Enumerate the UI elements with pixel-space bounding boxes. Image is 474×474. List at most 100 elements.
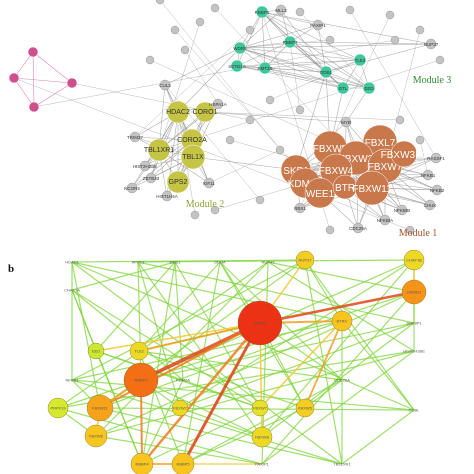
panel-a-unlabeled-node [155, 0, 165, 5]
panel-b-network: b HDAC1 APPL1 DDB1 DDHA NUP43 NUP37 CHAF1B CHAF1… [0, 250, 474, 474]
panel-a-edge [164, 47, 241, 86]
panel-b-node-fbxw2: FBXW2 [171, 399, 189, 417]
panel-a-edge [261, 11, 266, 69]
panel-a-node-label: RBBP7 [283, 40, 298, 45]
panel-a-edge [261, 11, 319, 26]
panel-a-node-label: WEE1 [306, 189, 335, 200]
panel-b-edge [95, 350, 415, 437]
panel-a-unlabeled-node [435, 55, 445, 65]
panel-a-edge [419, 139, 429, 176]
panel-a-module1-label: Module 1 [399, 228, 438, 239]
panel-b-edge [341, 409, 415, 465]
panel-b-node-label: FBXW7 [253, 406, 268, 411]
panel-b-node-shc8p1: SHC8P1 [406, 321, 422, 326]
panel-b-edge [95, 261, 176, 352]
panel-a-node-gps2: GPS2 [166, 170, 190, 194]
panel-a-edge [269, 59, 361, 101]
panel-a-edge [159, 0, 297, 171]
panel-b-node-nup43: NUP43 [262, 260, 276, 265]
panel-a-unlabeled-node [345, 5, 355, 15]
panel-b-node-label: RBBP7 [134, 378, 148, 383]
panel-a-node-label: TBL1X [182, 154, 204, 161]
panel-a-node-coro1: CORO1 [193, 101, 218, 123]
panel-a-edge [239, 47, 327, 73]
panel-a-node-tbl1x: TBL1X [180, 144, 206, 170]
panel-b-node-kdm2a: KDM2A [176, 378, 190, 383]
panel-a-node-label: FBXW4 [319, 166, 354, 177]
panel-a-node-label: NFKBIA [377, 218, 393, 223]
panel-a-node-label: CORO2A [177, 137, 207, 144]
panel-a-node-label: NCOR2 [124, 186, 140, 191]
panel-a-unlabeled-node [180, 45, 190, 55]
panel-b-edge [261, 350, 415, 465]
panel-a-node-label: ZBTB33 [143, 176, 160, 181]
panel-a-node-nfkbia: NFKBIA [377, 214, 393, 226]
panel-a-node-setd1a: SETD1A [228, 59, 246, 73]
panel-a-node-label: HIST2H2BE [133, 164, 158, 169]
panel-b-node-eed: EED [87, 342, 105, 360]
panel-b-node-fbxw8b: FBXW8 [251, 426, 273, 448]
panel-b-node-hdac1: HDAC1 [65, 260, 79, 265]
panel-b-letter: b [8, 263, 14, 275]
panel-a-edge [289, 41, 370, 89]
panel-a-node-paxip1: PAXIP1 [310, 19, 326, 31]
panel-b-node-rbbp4: RBBP4 [130, 452, 154, 474]
panel-a-node-label: BTR [335, 183, 355, 194]
panel-a-unlabeled-node [395, 115, 405, 125]
panel-a-edge [239, 47, 344, 89]
panel-a-edge [32, 51, 35, 108]
panel-a-node-mll3: MLL3 [275, 4, 287, 16]
panel-a-edge [13, 77, 73, 84]
panel-a-edge [33, 39, 396, 108]
panel-a-node-p2 [8, 72, 20, 84]
panel-a-edge [349, 9, 437, 159]
panel-b-edge [182, 261, 221, 465]
panel-a-node-label: KMT2B [257, 66, 272, 71]
panel-b-node-label: CHAF1A [64, 288, 80, 293]
panel-a-node-kmt2b: KMT2B [257, 61, 273, 75]
panel-b-edge [181, 322, 262, 465]
panel-b-node-fbxw7: FBXW7 [251, 399, 269, 417]
panel-a-node-label: DDB1 [320, 70, 333, 75]
panel-a-edge [345, 87, 370, 123]
panel-a-node-label: KIF11 [203, 181, 215, 186]
panel-a-unlabeled-node [325, 225, 335, 235]
panel-b-node-ddha: DDHA [214, 260, 226, 265]
panel-b-node-label: DDHA [214, 260, 226, 265]
panel-a-edge [236, 41, 291, 67]
panel-a-unlabeled-node [210, 205, 220, 215]
panel-a-node-label: CHUK [424, 203, 437, 208]
panel-a-node-label: EED [364, 86, 374, 91]
panel-a-node-eed: EED [362, 81, 376, 95]
panel-a-node-label: TBL1XR1 [144, 147, 174, 154]
panel-b-edge [95, 291, 415, 437]
panel-b-node-paxip1: PAXIP1 [255, 462, 269, 467]
panel-b-edge [259, 320, 343, 409]
panel-b-node-label: APPL1 [132, 260, 145, 265]
panel-a-unlabeled-node [325, 35, 335, 45]
panel-a-node-tle2: TLE2 [353, 53, 367, 67]
panel-b-edge [99, 322, 261, 409]
panel-a-unlabeled-node [145, 55, 155, 65]
panel-b-edge [71, 261, 343, 465]
panel-b-node-label: FBXW2 [173, 406, 188, 411]
panel-a-node-hdac2: HDAC2 [166, 100, 190, 124]
panel-a-unlabeled-node [245, 115, 255, 125]
panel-a-edge [317, 24, 327, 73]
panel-a-edge [131, 139, 193, 189]
panel-a-node-gtl: GTL [336, 81, 350, 95]
panel-a-edge [299, 11, 370, 89]
panel-b-edge [141, 322, 261, 465]
panel-a-edge [239, 43, 432, 49]
panel-a-node-label: NFKBIB [394, 208, 410, 213]
panel-a-edge [204, 111, 401, 121]
panel-b-edge [259, 290, 415, 325]
panel-b-node-tbl1xr1: TBL1XR1 [333, 462, 351, 467]
panel-b-node-label: NFKB1 [66, 378, 80, 383]
panel-a-node-p1 [27, 46, 39, 58]
panel-a-node-label: WDR5 [233, 46, 247, 51]
panel-b-edge [304, 320, 343, 409]
panel-a-node-rassf1: RASSF1 [427, 152, 445, 164]
panel-a-node-label: GPS2 [169, 179, 188, 186]
